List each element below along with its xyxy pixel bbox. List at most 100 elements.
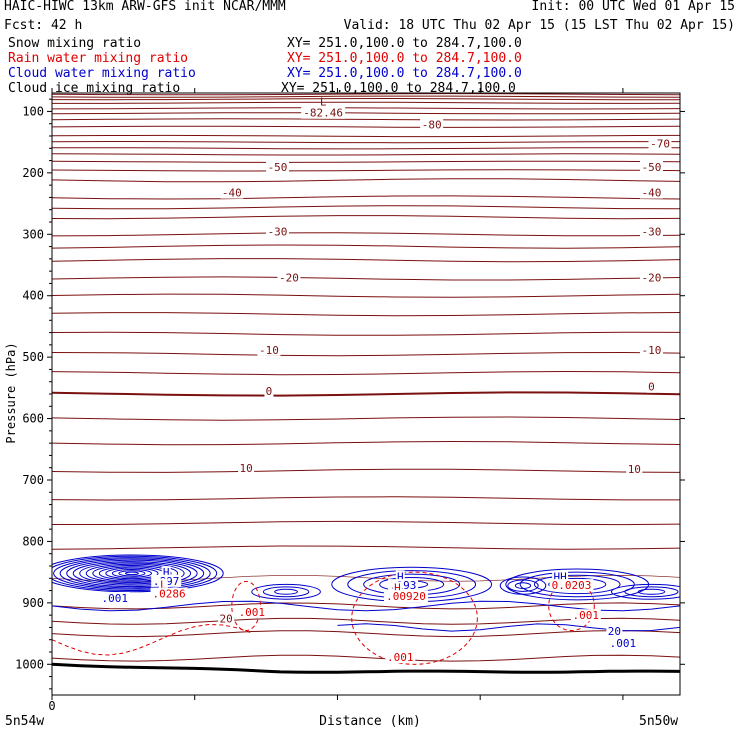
temperature-label: -30 xyxy=(268,225,288,238)
temperature-isoline xyxy=(52,160,680,163)
temperature-isoline xyxy=(52,215,680,220)
field-xy-rain: XY= 251.0,100.0 to 284.7,100.0 xyxy=(287,51,522,66)
temperature-label-bg xyxy=(218,612,235,625)
cloud-water-label-bg xyxy=(99,592,130,605)
rain-water-label: .001 xyxy=(573,609,600,622)
temperature-isoline xyxy=(52,118,680,121)
rain-water-label-bg xyxy=(549,579,594,592)
rain-water-label-bg xyxy=(392,581,402,594)
temperature-isoline xyxy=(52,101,680,104)
temperature-label-bg xyxy=(220,186,244,199)
temperature-label: -40 xyxy=(222,187,242,200)
temperature-isoline xyxy=(52,416,680,421)
field-label-cloud-ice: Cloud ice mixing ratio xyxy=(8,81,181,96)
temperature-isoline xyxy=(52,93,680,96)
temperature-label-bg xyxy=(646,380,656,393)
cloud-water-contour xyxy=(533,574,621,595)
cloud-water-contour xyxy=(610,583,680,600)
chart-title: HAIC-HIWC 13km ARW-GFS init NCAR/MMM xyxy=(4,0,286,14)
y-tick-label: 500 xyxy=(22,350,44,364)
cloud-water-contour xyxy=(52,554,224,593)
cloud-water-contour xyxy=(262,586,310,598)
temperature-isoline xyxy=(52,97,680,101)
valid-time: Valid: 18 UTC Thu 02 Apr 15 (15 LST Thu … xyxy=(343,18,735,33)
temperature-isoline xyxy=(52,134,680,138)
temperature-isoline xyxy=(52,370,680,376)
temperature-label: -10 xyxy=(259,344,279,357)
temperature-isoline xyxy=(52,391,680,397)
cloud-water-label: 20 xyxy=(608,625,621,638)
rain-water-label: .0286 xyxy=(152,588,185,601)
temperature-isoline xyxy=(52,331,680,336)
temperature-label-bg xyxy=(266,225,290,238)
y-tick-label: 300 xyxy=(22,227,44,241)
y-tick-label: 900 xyxy=(22,596,44,610)
cloud-water-contour xyxy=(53,557,211,590)
temperature-isoline xyxy=(52,496,680,501)
temperature-isoline xyxy=(52,312,680,317)
forecast-hour: Fcst: 42 h xyxy=(4,18,83,33)
temperature-label-bg xyxy=(639,160,663,173)
rain-water-contour xyxy=(351,571,478,665)
ground-surface xyxy=(52,662,680,674)
cloud-water-contour xyxy=(79,562,185,585)
field-xy-cloud-ice: XY= 251.0,100.0 to 284.7,100.0 xyxy=(281,81,516,96)
rain-water-label-bg xyxy=(150,587,188,600)
y-tick-label: 400 xyxy=(22,289,44,303)
temperature-label: -10 xyxy=(642,344,662,357)
cloud-water-contour xyxy=(85,563,179,584)
temperature-isoline xyxy=(52,440,680,446)
temperature-label-bg xyxy=(639,186,663,199)
field-label-snow: Snow mixing ratio xyxy=(8,36,142,51)
temperature-isoline xyxy=(52,232,680,237)
cloud-water-label-bg xyxy=(607,636,638,649)
cloud-water-contour xyxy=(124,571,139,576)
temperature-label-bg xyxy=(301,106,346,119)
cloud-water-contour xyxy=(624,586,679,598)
temperature-isoline xyxy=(52,95,680,98)
y-tick-label: 700 xyxy=(22,473,44,487)
rain-water-label-bg xyxy=(236,606,267,619)
rain-water-contour xyxy=(52,623,252,656)
cloud-water-label: .001 xyxy=(610,637,637,650)
x-right-label: 5n50w xyxy=(639,714,678,729)
field-xy-snow: XY= 251.0,100.0 to 284.7,100.0 xyxy=(287,36,522,51)
rain-water-label-bg xyxy=(385,650,416,663)
temperature-isoline xyxy=(52,545,680,550)
x-tick-label: 0 xyxy=(48,699,55,713)
cloud-water-label-bg xyxy=(606,625,623,638)
temperature-isoline xyxy=(52,107,680,110)
temperature-label-bg xyxy=(639,343,663,356)
rain-water-label: L xyxy=(160,579,167,592)
temperature-isoline xyxy=(52,468,680,473)
rain-water-label-bg xyxy=(570,609,601,622)
cloud-water-contour xyxy=(274,588,298,595)
temperature-label: 0 xyxy=(648,381,655,394)
rain-water-label: .001 xyxy=(239,606,266,619)
temperature-label-bg xyxy=(626,463,643,476)
temperature-isoline xyxy=(52,153,680,156)
init-time: Init: 00 UTC Wed 01 Apr 15 xyxy=(531,0,736,14)
temperature-label-bg xyxy=(420,118,444,131)
temperature-isoline xyxy=(52,654,680,662)
field-label-rain: Rain water mixing ratio xyxy=(8,51,189,66)
cloud-water-label: H xyxy=(163,566,170,579)
y-tick-label: 1000 xyxy=(15,657,44,671)
temperature-isoline xyxy=(52,205,680,210)
cloud-water-label-bg xyxy=(395,570,405,583)
temperature-label: 0 xyxy=(266,385,273,398)
y-tick-label: 100 xyxy=(22,104,44,118)
temperature-isoline xyxy=(52,244,680,249)
rain-water-label: H xyxy=(394,582,401,595)
x-left-label: 5n54w xyxy=(5,714,44,729)
temperature-label-bg xyxy=(257,343,281,356)
temperature-isoline xyxy=(52,630,680,638)
temperature-label: -20 xyxy=(279,271,299,284)
cloud-water-contour xyxy=(59,558,205,589)
rain-water-label: .001 xyxy=(387,651,414,664)
rain-water-label-bg xyxy=(383,590,428,603)
cloud-water-contour xyxy=(637,588,666,595)
temperature-isoline xyxy=(52,195,680,200)
cloud-water-contour xyxy=(111,568,153,578)
cloud-water-contour xyxy=(52,555,218,591)
